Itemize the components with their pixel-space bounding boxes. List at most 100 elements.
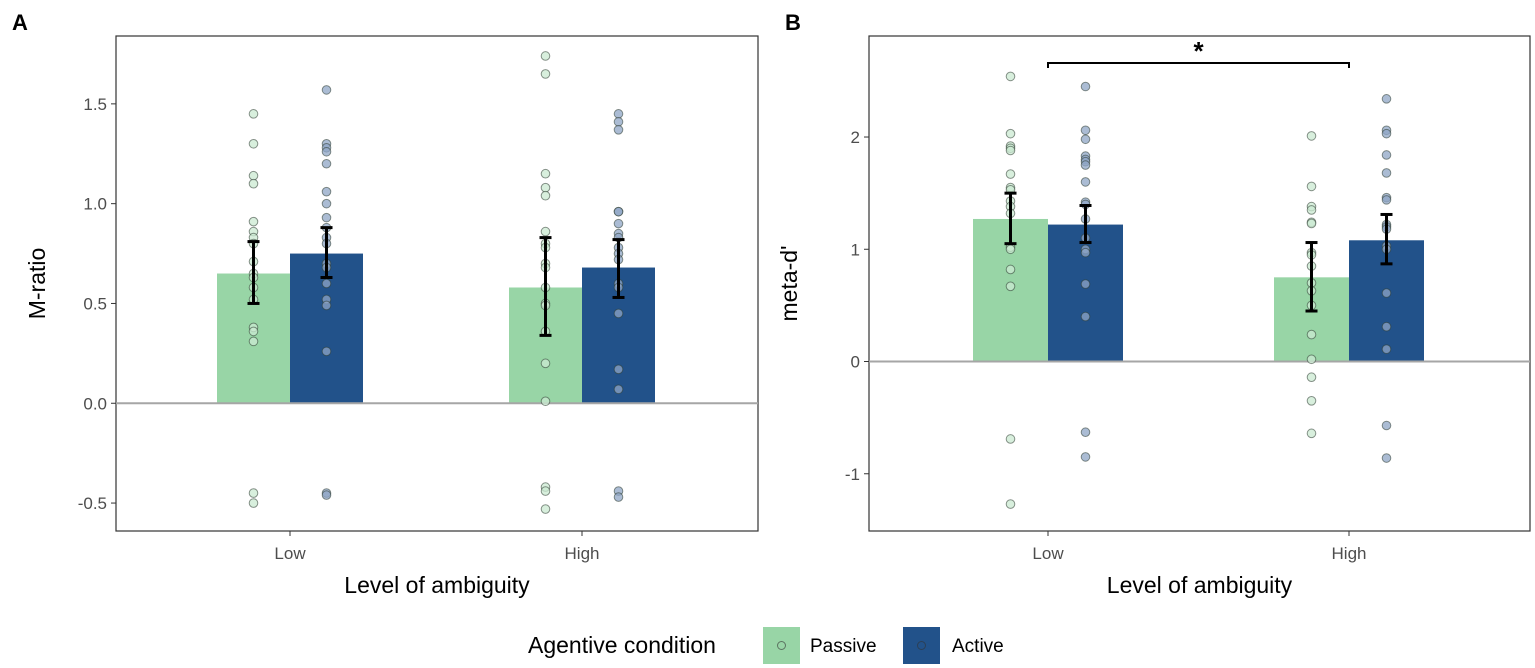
data-point-passive [540,190,551,201]
data-point-active [1080,81,1091,92]
data-point-active [613,206,624,217]
data-point-passive [1306,329,1317,340]
data-point-active [321,146,332,157]
panel-b-plot: -1 0 1 2 Low High Level of ambiguity meta-d' * [776,35,1531,598]
data-point-active [613,218,624,229]
plot-area [115,35,759,532]
data-point-active [613,117,624,127]
data-point-passive [1306,218,1317,229]
data-point-active [613,125,624,135]
data-point-passive [540,69,551,79]
data-point-active [1381,344,1392,354]
legend-label-passive: Passive [810,636,877,657]
data-point-passive [1306,181,1317,192]
y-tick-label: 0.5 [83,294,107,313]
x-axis-title: Level of ambiguity [344,572,530,598]
y-tick-label: -1 [845,465,860,484]
y-axis-title: meta-d' [776,246,802,322]
data-point-passive [248,336,259,347]
data-point-passive [1306,395,1317,406]
data-point-active [1080,247,1091,258]
data-point-active [613,308,624,319]
data-point-active [1080,160,1091,170]
legend: Agentive condition Passive Active [528,627,1004,664]
data-point-active [321,186,332,197]
data-point-active [1080,134,1091,145]
data-point-active [1080,427,1091,438]
data-point-active [321,346,332,357]
panel-a-plot: -0.5 0.0 0.5 1.0 1.5 Low High Level of ambiguit… [24,35,759,598]
data-point-active [1080,452,1091,462]
data-point-passive [1005,264,1016,275]
data-point-passive [1005,169,1016,179]
data-point-passive [540,358,551,369]
data-point-passive [1306,354,1317,365]
y-tick-label: 0 [851,353,860,372]
data-point-passive [1005,244,1016,255]
data-point-active [321,158,332,169]
data-point-active [1381,195,1392,205]
y-axis-title: M-ratio [24,248,50,320]
x-tick-label: High [1332,544,1367,563]
data-point-active [1381,94,1392,104]
data-point-passive [540,396,551,407]
data-point-active [321,85,332,95]
data-point-active [613,109,624,119]
data-point-passive [1306,205,1317,215]
y-tick-label: 1.5 [83,95,107,114]
data-point-active [1381,420,1392,431]
data-point-active [1381,150,1392,160]
panel-label-b: B [785,10,801,35]
data-point-passive [540,504,551,514]
data-point-active [613,492,624,502]
y-tick-label: -0.5 [78,494,107,513]
x-axis-title: Level of ambiguity [1107,572,1293,598]
data-point-active [321,212,332,223]
plot-area [868,35,1531,532]
data-point-passive [540,168,551,179]
legend-label-active: Active [952,636,1004,657]
data-point-active [321,300,332,311]
data-point-passive [248,178,259,189]
significance-bracket [1047,61,1350,68]
data-point-active [1080,279,1091,289]
data-point-active [1381,321,1392,332]
legend-title: Agentive condition [528,632,716,658]
y-tick-label: 0.0 [83,394,107,413]
y-tick-label: 1.0 [83,195,107,214]
data-point-passive [540,486,551,496]
x-tick-label: Low [1032,544,1064,563]
data-point-passive [248,498,259,508]
data-point-active [1381,288,1392,298]
data-point-active [321,198,332,209]
data-point-active [1381,453,1392,463]
data-point-active [321,490,332,500]
x-tick-label: Low [274,544,306,563]
data-point-passive [540,51,551,61]
data-point-passive [248,109,259,119]
panel-label-a: A [12,10,28,35]
legend-point-passive [777,641,786,650]
data-point-passive [540,226,551,237]
y-tick-label: 1 [851,240,860,259]
data-point-passive [1005,281,1016,292]
data-point-passive [1005,499,1016,509]
data-point-passive [248,138,259,149]
significance-star: * [1193,36,1204,66]
data-point-passive [248,170,259,181]
data-point-passive [248,488,259,498]
x-tick-label: High [565,544,600,563]
data-point-passive [1005,128,1016,139]
legend-key-active [903,627,940,664]
data-point-passive [1306,372,1317,383]
data-point-active [1381,168,1392,178]
legend-key-passive [763,627,800,664]
y-tick-label: 2 [851,128,860,147]
data-point-passive [1005,71,1016,82]
data-point-passive [248,216,259,227]
data-point-active [1080,177,1091,187]
data-point-passive [1005,145,1016,156]
data-point-active [321,278,332,289]
data-point-passive [1005,434,1016,444]
